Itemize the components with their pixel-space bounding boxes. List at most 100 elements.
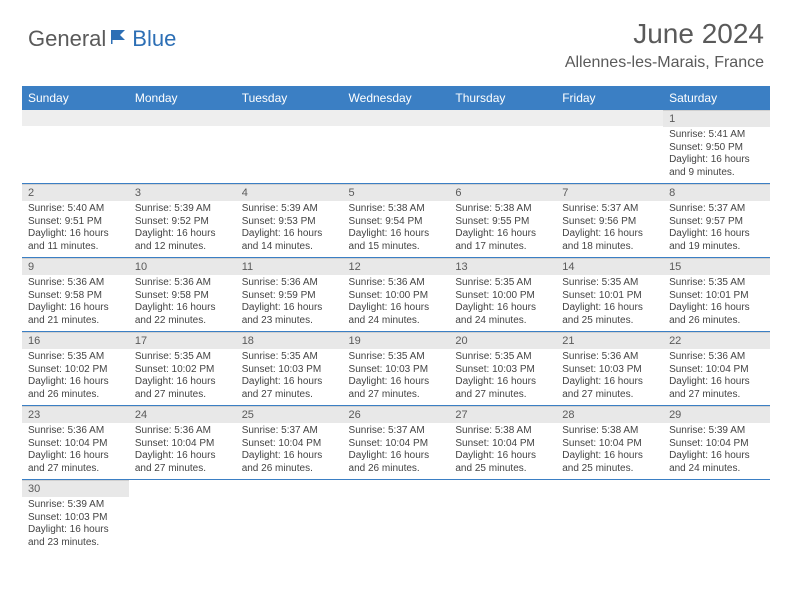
calendar-cell: 30Sunrise: 5:39 AMSunset: 10:03 PMDaylig… bbox=[22, 480, 129, 554]
calendar-cell bbox=[663, 480, 770, 554]
calendar-cell: 8Sunrise: 5:37 AMSunset: 9:57 PMDaylight… bbox=[663, 184, 770, 258]
day-number: 2 bbox=[22, 184, 129, 201]
calendar-week-row: 16Sunrise: 5:35 AMSunset: 10:02 PMDaylig… bbox=[22, 332, 770, 406]
calendar-cell: 27Sunrise: 5:38 AMSunset: 10:04 PMDaylig… bbox=[449, 406, 556, 480]
day-details: Sunrise: 5:35 AMSunset: 10:01 PMDaylight… bbox=[663, 275, 770, 331]
day-details: Sunrise: 5:39 AMSunset: 9:53 PMDaylight:… bbox=[236, 201, 343, 257]
day-number: 12 bbox=[343, 258, 450, 275]
empty-day-header bbox=[449, 110, 556, 126]
calendar-cell: 3Sunrise: 5:39 AMSunset: 9:52 PMDaylight… bbox=[129, 184, 236, 258]
day-details: Sunrise: 5:38 AMSunset: 10:04 PMDaylight… bbox=[449, 423, 556, 479]
header: General Blue June 2024 Allennes-les-Mara… bbox=[0, 0, 792, 80]
weekday-header: Monday bbox=[129, 86, 236, 110]
calendar-cell bbox=[236, 110, 343, 184]
calendar-cell bbox=[449, 110, 556, 184]
day-number: 26 bbox=[343, 406, 450, 423]
day-details: Sunrise: 5:36 AMSunset: 10:04 PMDaylight… bbox=[663, 349, 770, 405]
empty-day-header bbox=[556, 110, 663, 126]
logo: General Blue bbox=[28, 18, 176, 52]
calendar-cell bbox=[556, 110, 663, 184]
day-details: Sunrise: 5:35 AMSunset: 10:03 PMDaylight… bbox=[343, 349, 450, 405]
calendar-week-row: 30Sunrise: 5:39 AMSunset: 10:03 PMDaylig… bbox=[22, 480, 770, 554]
calendar-week-row: 23Sunrise: 5:36 AMSunset: 10:04 PMDaylig… bbox=[22, 406, 770, 480]
calendar-cell bbox=[129, 480, 236, 554]
day-number: 29 bbox=[663, 406, 770, 423]
weekday-header: Sunday bbox=[22, 86, 129, 110]
day-details: Sunrise: 5:40 AMSunset: 9:51 PMDaylight:… bbox=[22, 201, 129, 257]
day-number: 10 bbox=[129, 258, 236, 275]
calendar-cell: 24Sunrise: 5:36 AMSunset: 10:04 PMDaylig… bbox=[129, 406, 236, 480]
day-number: 14 bbox=[556, 258, 663, 275]
day-number: 1 bbox=[663, 110, 770, 127]
day-number: 21 bbox=[556, 332, 663, 349]
empty-day-header bbox=[22, 110, 129, 126]
day-details: Sunrise: 5:35 AMSunset: 10:02 PMDaylight… bbox=[22, 349, 129, 405]
weekday-header: Wednesday bbox=[343, 86, 450, 110]
calendar-cell: 15Sunrise: 5:35 AMSunset: 10:01 PMDaylig… bbox=[663, 258, 770, 332]
day-number: 23 bbox=[22, 406, 129, 423]
weekday-header-row: SundayMondayTuesdayWednesdayThursdayFrid… bbox=[22, 86, 770, 110]
empty-day-header bbox=[129, 110, 236, 126]
day-details: Sunrise: 5:38 AMSunset: 10:04 PMDaylight… bbox=[556, 423, 663, 479]
day-details: Sunrise: 5:38 AMSunset: 9:55 PMDaylight:… bbox=[449, 201, 556, 257]
empty-day-header bbox=[343, 110, 450, 126]
calendar-cell: 22Sunrise: 5:36 AMSunset: 10:04 PMDaylig… bbox=[663, 332, 770, 406]
day-details: Sunrise: 5:38 AMSunset: 9:54 PMDaylight:… bbox=[343, 201, 450, 257]
day-number: 24 bbox=[129, 406, 236, 423]
day-number: 18 bbox=[236, 332, 343, 349]
calendar-table: SundayMondayTuesdayWednesdayThursdayFrid… bbox=[22, 86, 770, 553]
flag-icon bbox=[110, 27, 130, 47]
calendar-cell: 5Sunrise: 5:38 AMSunset: 9:54 PMDaylight… bbox=[343, 184, 450, 258]
calendar-cell: 19Sunrise: 5:35 AMSunset: 10:03 PMDaylig… bbox=[343, 332, 450, 406]
calendar-body: 1Sunrise: 5:41 AMSunset: 9:50 PMDaylight… bbox=[22, 110, 770, 553]
calendar-cell: 25Sunrise: 5:37 AMSunset: 10:04 PMDaylig… bbox=[236, 406, 343, 480]
day-number: 13 bbox=[449, 258, 556, 275]
calendar-cell: 13Sunrise: 5:35 AMSunset: 10:00 PMDaylig… bbox=[449, 258, 556, 332]
calendar-cell: 29Sunrise: 5:39 AMSunset: 10:04 PMDaylig… bbox=[663, 406, 770, 480]
day-details: Sunrise: 5:36 AMSunset: 9:59 PMDaylight:… bbox=[236, 275, 343, 331]
calendar-cell: 4Sunrise: 5:39 AMSunset: 9:53 PMDaylight… bbox=[236, 184, 343, 258]
calendar-cell: 9Sunrise: 5:36 AMSunset: 9:58 PMDaylight… bbox=[22, 258, 129, 332]
day-number: 20 bbox=[449, 332, 556, 349]
calendar-week-row: 9Sunrise: 5:36 AMSunset: 9:58 PMDaylight… bbox=[22, 258, 770, 332]
day-details: Sunrise: 5:36 AMSunset: 10:04 PMDaylight… bbox=[22, 423, 129, 479]
day-details: Sunrise: 5:39 AMSunset: 9:52 PMDaylight:… bbox=[129, 201, 236, 257]
calendar-week-row: 1Sunrise: 5:41 AMSunset: 9:50 PMDaylight… bbox=[22, 110, 770, 184]
calendar-cell: 12Sunrise: 5:36 AMSunset: 10:00 PMDaylig… bbox=[343, 258, 450, 332]
day-details: Sunrise: 5:35 AMSunset: 10:03 PMDaylight… bbox=[449, 349, 556, 405]
day-details: Sunrise: 5:37 AMSunset: 10:04 PMDaylight… bbox=[343, 423, 450, 479]
day-details: Sunrise: 5:36 AMSunset: 9:58 PMDaylight:… bbox=[22, 275, 129, 331]
calendar-cell: 11Sunrise: 5:36 AMSunset: 9:59 PMDayligh… bbox=[236, 258, 343, 332]
logo-text-general: General bbox=[28, 26, 106, 52]
day-details: Sunrise: 5:37 AMSunset: 9:57 PMDaylight:… bbox=[663, 201, 770, 257]
calendar-cell: 17Sunrise: 5:35 AMSunset: 10:02 PMDaylig… bbox=[129, 332, 236, 406]
day-details: Sunrise: 5:39 AMSunset: 10:04 PMDaylight… bbox=[663, 423, 770, 479]
day-number: 25 bbox=[236, 406, 343, 423]
day-details: Sunrise: 5:36 AMSunset: 9:58 PMDaylight:… bbox=[129, 275, 236, 331]
day-number: 22 bbox=[663, 332, 770, 349]
calendar-cell: 10Sunrise: 5:36 AMSunset: 9:58 PMDayligh… bbox=[129, 258, 236, 332]
weekday-header: Tuesday bbox=[236, 86, 343, 110]
location-label: Allennes-les-Marais, France bbox=[565, 54, 764, 72]
day-number: 15 bbox=[663, 258, 770, 275]
calendar-cell: 16Sunrise: 5:35 AMSunset: 10:02 PMDaylig… bbox=[22, 332, 129, 406]
day-number: 27 bbox=[449, 406, 556, 423]
day-details: Sunrise: 5:35 AMSunset: 10:00 PMDaylight… bbox=[449, 275, 556, 331]
logo-text-blue: Blue bbox=[132, 26, 176, 52]
day-details: Sunrise: 5:37 AMSunset: 10:04 PMDaylight… bbox=[236, 423, 343, 479]
day-details: Sunrise: 5:35 AMSunset: 10:01 PMDaylight… bbox=[556, 275, 663, 331]
day-number: 30 bbox=[22, 480, 129, 497]
calendar-cell: 2Sunrise: 5:40 AMSunset: 9:51 PMDaylight… bbox=[22, 184, 129, 258]
calendar-cell bbox=[343, 110, 450, 184]
day-number: 8 bbox=[663, 184, 770, 201]
day-number: 11 bbox=[236, 258, 343, 275]
day-number: 3 bbox=[129, 184, 236, 201]
day-details: Sunrise: 5:35 AMSunset: 10:03 PMDaylight… bbox=[236, 349, 343, 405]
calendar-cell: 6Sunrise: 5:38 AMSunset: 9:55 PMDaylight… bbox=[449, 184, 556, 258]
calendar-cell: 26Sunrise: 5:37 AMSunset: 10:04 PMDaylig… bbox=[343, 406, 450, 480]
title-block: June 2024 Allennes-les-Marais, France bbox=[565, 18, 764, 72]
calendar-cell: 7Sunrise: 5:37 AMSunset: 9:56 PMDaylight… bbox=[556, 184, 663, 258]
day-number: 6 bbox=[449, 184, 556, 201]
calendar-cell bbox=[236, 480, 343, 554]
day-details: Sunrise: 5:36 AMSunset: 10:03 PMDaylight… bbox=[556, 349, 663, 405]
